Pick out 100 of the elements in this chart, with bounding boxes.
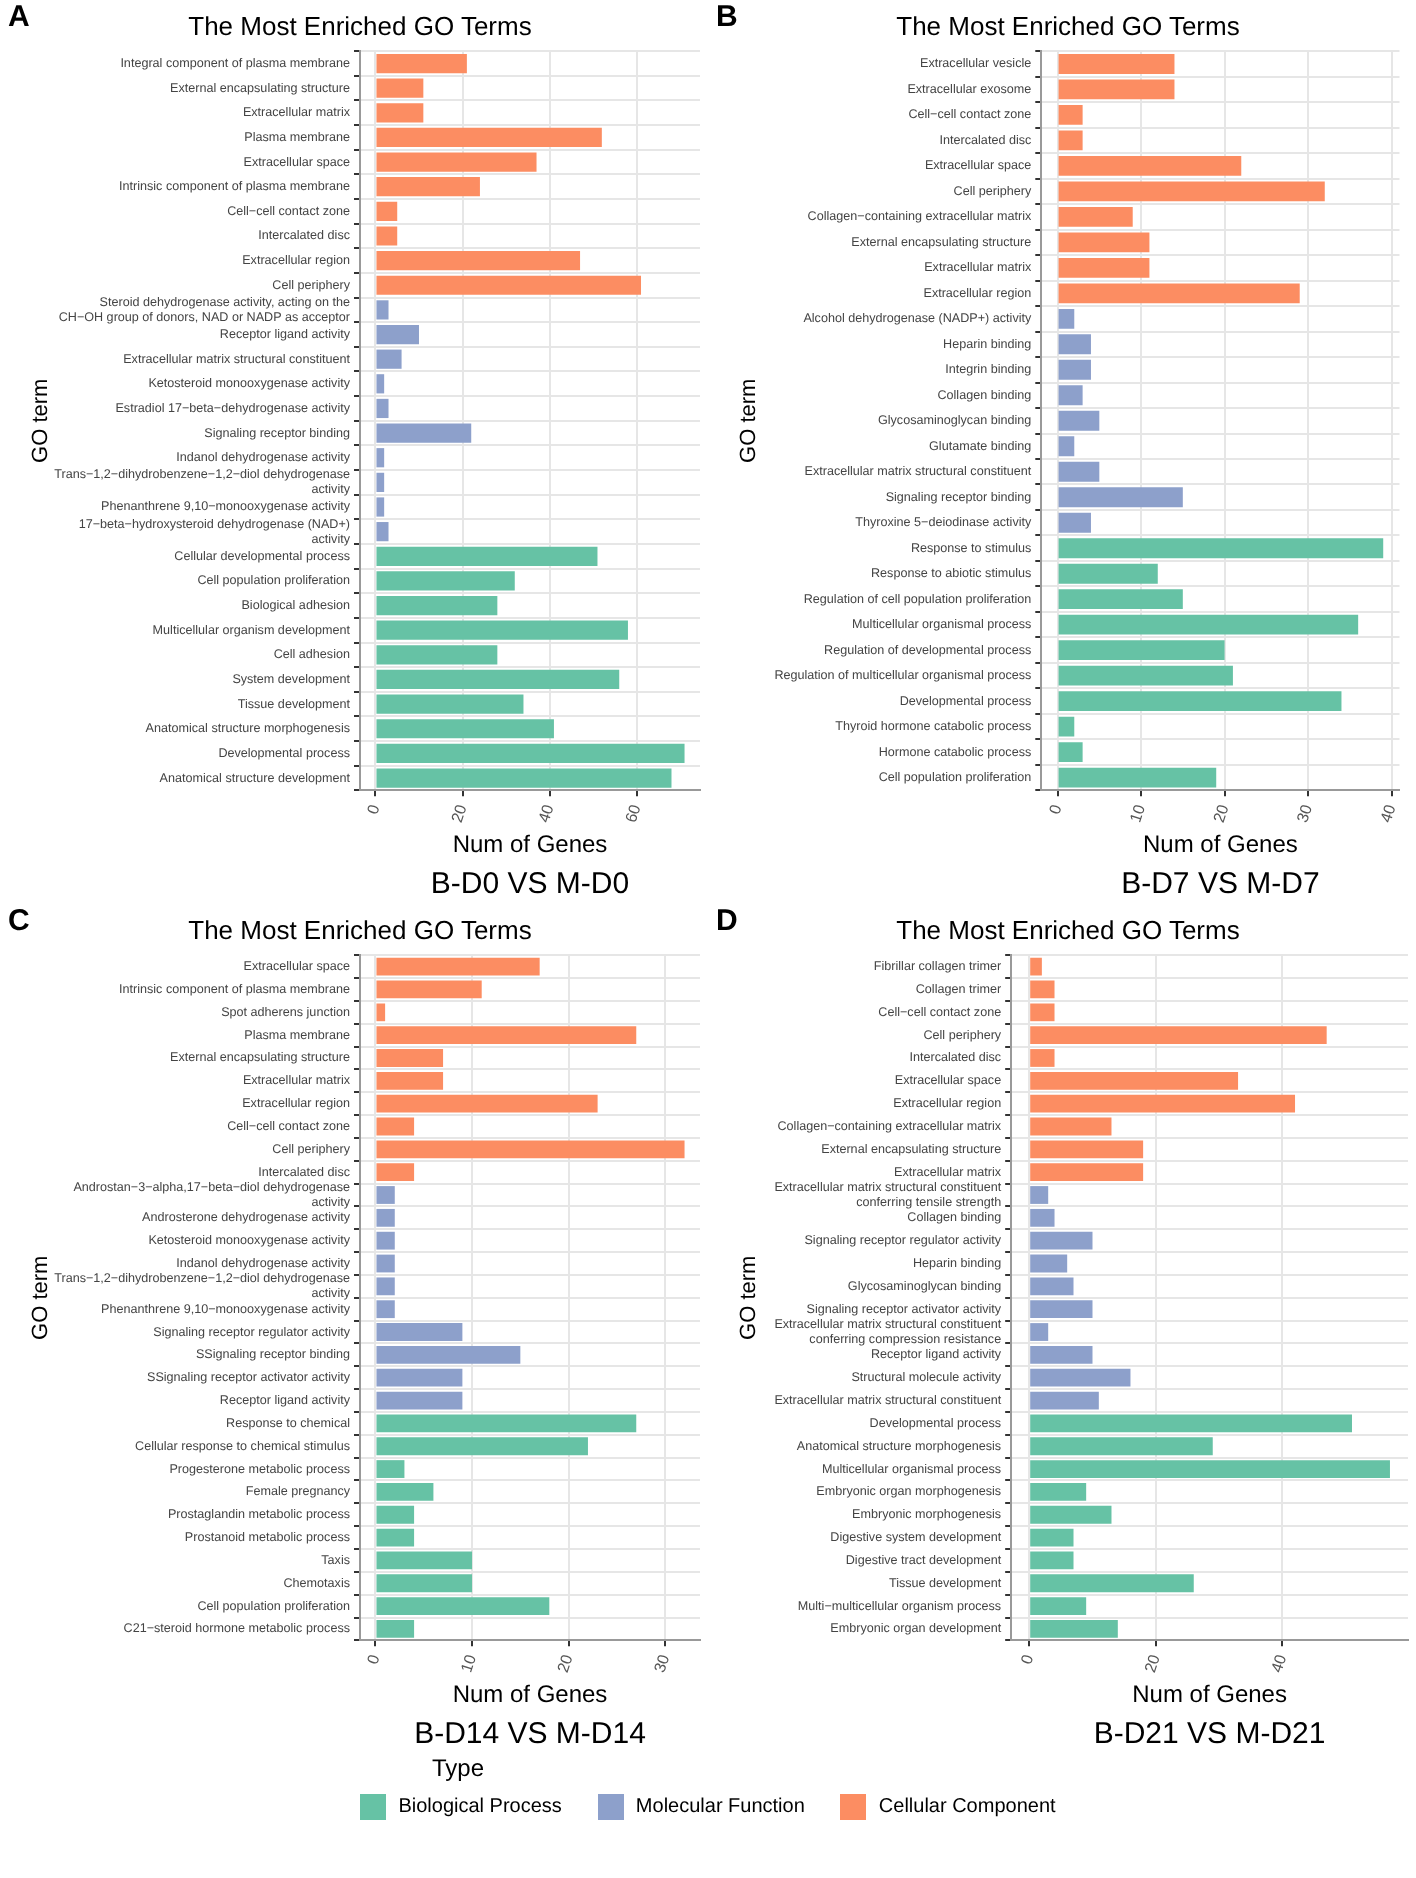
bar: [376, 1163, 415, 1182]
x-tick-label: 20: [1209, 801, 1233, 825]
bar: [376, 1505, 415, 1524]
text: D: [716, 904, 738, 938]
bar: [376, 595, 498, 616]
bar: [376, 1528, 415, 1547]
bar: [376, 1597, 550, 1615]
bar: [376, 1117, 415, 1136]
bar: [376, 226, 398, 246]
bar: [376, 275, 642, 295]
bar: [376, 743, 685, 763]
bar: [376, 546, 598, 566]
chart-title: The Most Enriched GO Terms: [896, 10, 1241, 41]
bar: [1030, 1163, 1144, 1182]
x-tick-label: 20: [447, 801, 471, 825]
bar: [1058, 640, 1225, 661]
bar: [1058, 54, 1175, 74]
bar: [376, 1460, 405, 1478]
x-tick-label: 40: [1376, 801, 1400, 825]
bar: [1030, 1574, 1194, 1593]
bar: [376, 1391, 463, 1410]
bar: [376, 1437, 588, 1456]
bar: [376, 980, 482, 999]
bar: [1058, 385, 1083, 406]
bar: [1030, 980, 1055, 999]
bar: [376, 669, 620, 690]
x-tick-label: 30: [650, 1651, 674, 1675]
bar: [1058, 181, 1325, 202]
bar: [376, 1254, 395, 1273]
bar: [376, 177, 480, 197]
bar: [1030, 1597, 1087, 1615]
bar: [1058, 257, 1150, 278]
legend-label: Molecular Function: [635, 1796, 805, 1818]
bar: [376, 645, 498, 665]
x-axis-title: Num of Genes: [452, 1680, 608, 1709]
bar: [1030, 1231, 1093, 1250]
bar: [1058, 308, 1075, 329]
text: A: [8, 0, 30, 34]
bar: [376, 103, 424, 123]
bar: [1058, 461, 1100, 482]
x-tick-label: 20: [554, 1651, 577, 1675]
bar: [1030, 1186, 1049, 1204]
bar: [376, 251, 581, 271]
bar: [1058, 512, 1091, 533]
text: B-D7 VS M-D7: [1121, 867, 1320, 902]
bar: [376, 324, 419, 345]
bar: [376, 349, 402, 369]
bar: [376, 1026, 637, 1045]
bar: [376, 78, 424, 98]
bar: [1058, 155, 1242, 176]
bar: [376, 53, 467, 74]
bar: [1058, 716, 1075, 737]
x-tick-label: 0: [363, 801, 384, 817]
bar: [1030, 1094, 1296, 1113]
bar: [376, 620, 628, 640]
legend-title: Type: [431, 1754, 484, 1782]
y-axis-title: GO term: [29, 378, 54, 463]
bar: [1058, 436, 1075, 457]
chart-title: The Most Enriched GO Terms: [896, 914, 1241, 945]
bar: [376, 1277, 395, 1296]
bar: [376, 1551, 473, 1570]
bar: [376, 1300, 395, 1319]
bar: [1030, 1528, 1074, 1547]
bar: [1058, 359, 1091, 380]
x-tick-label: 0: [1017, 1651, 1038, 1667]
text: B-D0 VS M-D0: [430, 867, 630, 902]
bar: [1058, 487, 1183, 508]
bar: [1030, 1437, 1213, 1456]
bar: [1030, 1071, 1239, 1090]
bar: [376, 1323, 463, 1341]
bar: [1030, 1368, 1131, 1387]
legend-label: Cellular Component: [878, 1796, 1056, 1818]
bar: [1058, 589, 1183, 610]
text: B-D14 VS M-D14: [414, 1717, 646, 1752]
bar: [376, 127, 602, 148]
bar: [376, 1071, 444, 1090]
x-tick-label: 0: [363, 1651, 384, 1667]
x-axis-title: Num of Genes: [1132, 1680, 1287, 1709]
bar: [376, 957, 540, 976]
bar: [1030, 1482, 1087, 1501]
x-axis-title: Num of Genes: [452, 830, 608, 859]
bar: [1058, 130, 1083, 151]
bar: [376, 472, 385, 492]
bar: [376, 300, 389, 320]
x-tick-label: 60: [622, 801, 645, 825]
bar: [376, 1049, 444, 1067]
bar: [1058, 206, 1133, 227]
text: C: [8, 904, 30, 938]
bar: [1058, 563, 1158, 584]
y-axis-title: GO term: [29, 1255, 54, 1340]
bar: [1030, 1117, 1112, 1136]
x-axis-title: Num of Genes: [1143, 830, 1298, 859]
bar: [376, 522, 389, 542]
y-axis-title: GO term: [737, 378, 762, 463]
bar: [376, 1345, 521, 1364]
bar: [376, 694, 524, 714]
bar: [1058, 691, 1342, 712]
x-tick-label: 10: [457, 1651, 481, 1675]
x-tick-label: 0: [1045, 801, 1066, 817]
bar: [1030, 1003, 1055, 1022]
